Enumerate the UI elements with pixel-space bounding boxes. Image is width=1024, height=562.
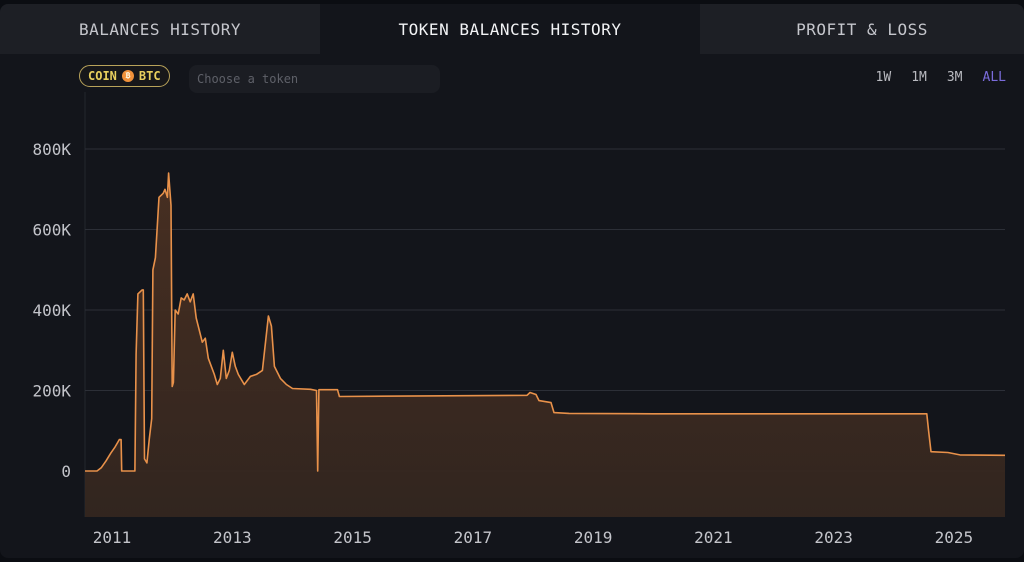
y-tick-label: 200K (32, 382, 71, 401)
area-fill (85, 173, 1005, 517)
y-tick-label: 600K (32, 221, 71, 240)
balance-line (85, 172, 1006, 472)
coin-badge-symbol: BTC (138, 69, 161, 83)
coin-badge-prefix: COIN (88, 69, 117, 83)
tab-balances-history[interactable]: BALANCES HISTORY (0, 4, 320, 54)
x-axis-ticks: 2011 2013 2015 2017 2019 2021 2023 2025 (93, 528, 973, 547)
tab-bar: BALANCES HISTORY TOKEN BALANCES HISTORY … (0, 4, 1024, 54)
coin-filter-badge[interactable]: COIN ₿ BTC (79, 65, 170, 87)
chart-panel: BALANCES HISTORY TOKEN BALANCES HISTORY … (0, 4, 1024, 558)
tab-token-balances-history[interactable]: TOKEN BALANCES HISTORY (320, 4, 700, 54)
x-tick-label: 2011 (93, 528, 132, 547)
x-tick-label: 2021 (694, 528, 733, 547)
range-1m-button[interactable]: 1M (911, 70, 927, 85)
token-search-input[interactable] (189, 65, 440, 93)
x-tick-label: 2019 (574, 528, 613, 547)
time-range-selector: 1W 1M 3M ALL (876, 70, 1006, 85)
x-tick-label: 2017 (454, 528, 493, 547)
y-tick-label: 400K (32, 301, 71, 320)
x-tick-label: 2025 (935, 528, 974, 547)
y-tick-label: 800K (32, 140, 71, 159)
range-all-button[interactable]: ALL (982, 70, 1006, 85)
range-1w-button[interactable]: 1W (875, 70, 892, 85)
y-axis-ticks: 0 200K 400K 600K 800K (32, 140, 71, 481)
y-tick-label: 0 (61, 462, 71, 481)
x-tick-label: 2015 (333, 528, 372, 547)
x-tick-label: 2013 (213, 528, 252, 547)
range-3m-button[interactable]: 3M (946, 70, 963, 85)
tab-profit-loss[interactable]: PROFIT & LOSS (700, 4, 1024, 54)
x-tick-label: 2023 (814, 528, 853, 547)
btc-coin-icon: ₿ (121, 70, 134, 82)
